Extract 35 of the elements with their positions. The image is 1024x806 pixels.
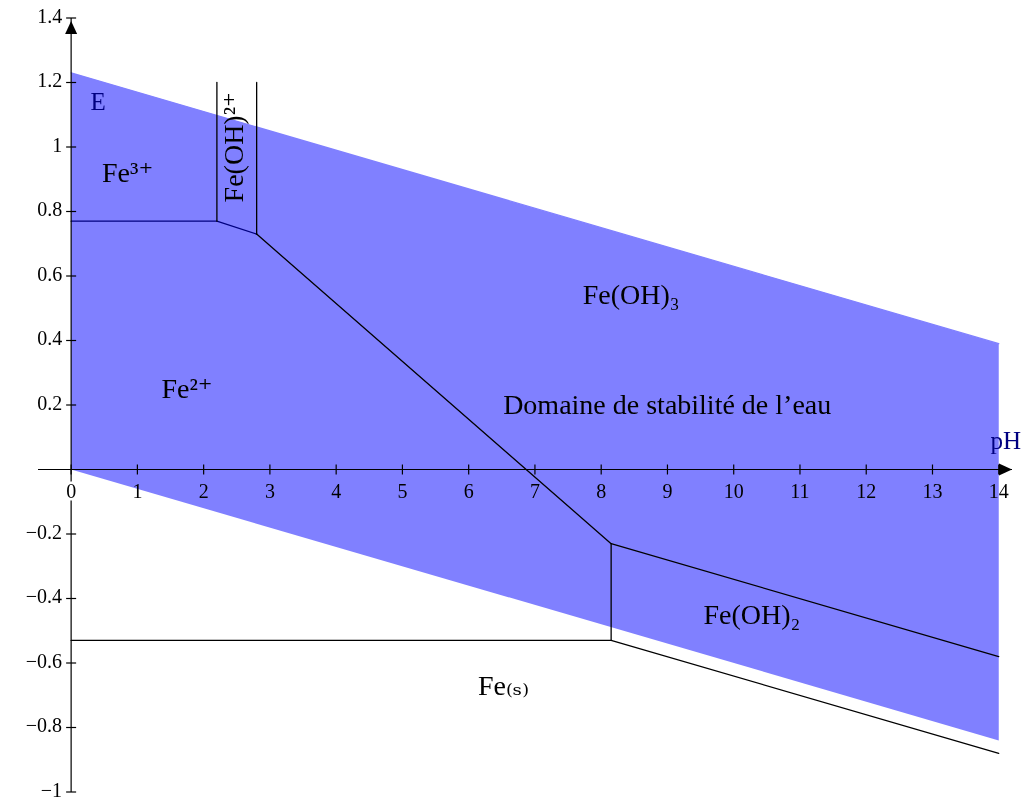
annotation: Fe(OH)₃ — [582, 279, 680, 311]
x-tick-label: 4 — [331, 480, 342, 503]
x-tick-label: 1 — [132, 480, 143, 503]
x-tick-label: 8 — [596, 480, 607, 503]
y-tick-label: 1 — [52, 133, 63, 156]
y-tick-label: 0.2 — [37, 391, 63, 414]
x-tick-label: 6 — [463, 480, 474, 503]
x-tick-label: 7 — [529, 480, 540, 503]
annotation: Domaine de stabilité de l’eau — [503, 389, 832, 421]
y-tick-label: 1.2 — [37, 69, 63, 92]
x-tick-label: 9 — [662, 480, 673, 503]
x-tick-label: 11 — [790, 480, 810, 503]
y-tick-label: 1.4 — [37, 4, 63, 27]
annotation: Fe(OH)²⁺ — [218, 92, 250, 203]
annotation: Fe₍ₛ₎ — [477, 670, 530, 702]
y-tick-label: −0.4 — [25, 585, 63, 608]
x-tick-label: 3 — [264, 480, 275, 503]
annotation: Fe²⁺ — [161, 373, 213, 405]
y-tick-label: −0.6 — [25, 649, 63, 672]
y-axis-title: E — [90, 87, 106, 115]
annotation: Fe³⁺ — [102, 157, 154, 189]
annotation: Fe(OH)₂ — [703, 599, 801, 631]
x-tick-label: 10 — [723, 480, 744, 503]
y-tick-label: −1 — [40, 778, 63, 801]
y-tick-label: 0.4 — [37, 327, 63, 350]
x-axis-title: pH — [990, 426, 1021, 454]
x-tick-label: 13 — [922, 480, 943, 503]
y-tick-label: 0.6 — [37, 262, 63, 285]
y-tick-label: 0.8 — [37, 198, 63, 221]
y-tick-label: −0.8 — [25, 714, 63, 737]
y-tick-label: −0.2 — [25, 520, 63, 543]
x-tick-label: 5 — [397, 480, 408, 503]
x-tick-label: 14 — [988, 480, 1009, 503]
x-tick-label: 2 — [198, 480, 209, 503]
x-tick-label: 12 — [856, 480, 877, 503]
